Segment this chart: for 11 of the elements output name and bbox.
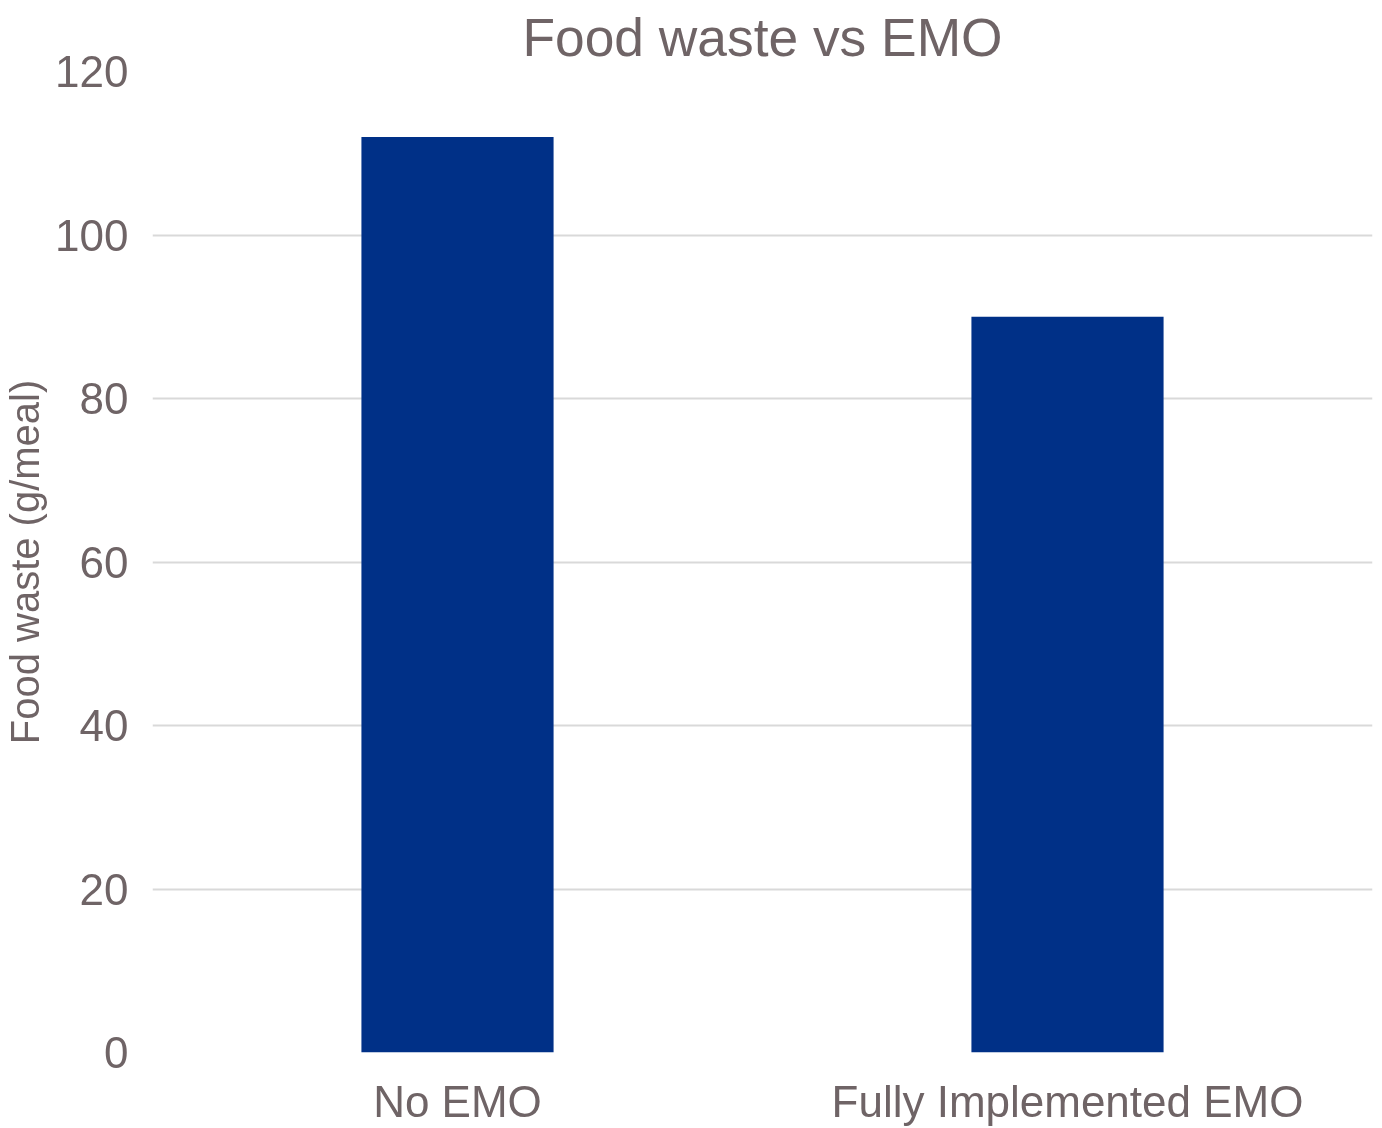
y-tick-label: 0	[104, 1028, 129, 1077]
chart-title: Food waste vs EMO	[522, 7, 1003, 67]
y-tick-label: 100	[55, 210, 129, 260]
x-tick-label: Fully Implemented EMO	[831, 1076, 1304, 1126]
y-tick-label: 20	[79, 864, 129, 914]
y-tick-label: 120	[55, 47, 129, 96]
y-tick-label: 40	[79, 701, 129, 750]
y-tick-label: 60	[79, 537, 129, 587]
y-tick-label: 80	[79, 374, 129, 423]
y-axis-title: Food waste (g/meal)	[3, 379, 48, 745]
x-tick-label: No EMO	[373, 1076, 542, 1126]
